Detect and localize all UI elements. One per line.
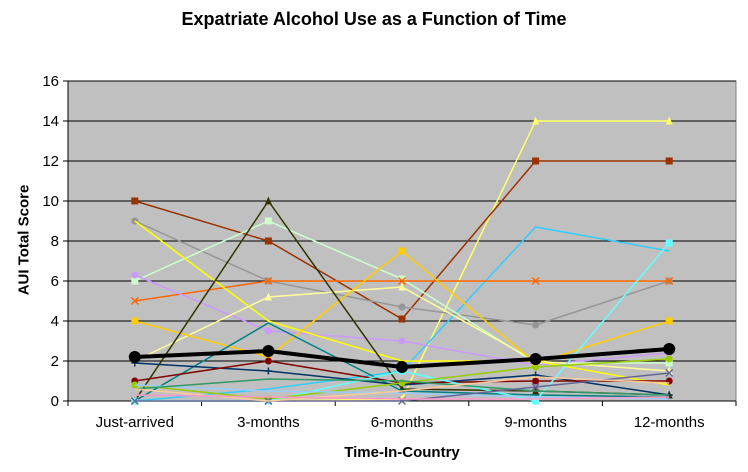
x-tick-label: Just-arrived [96, 414, 174, 431]
chart-title: Expatriate Alcohol Use as a Function of … [181, 9, 567, 29]
series-point [131, 317, 139, 325]
series-point [531, 382, 540, 392]
x-axis-label: Time-In-Country [344, 444, 460, 461]
y-tick-label: 10 [42, 193, 59, 210]
series-point [398, 303, 406, 311]
series-point [397, 276, 407, 286]
series-point [130, 296, 139, 306]
series-point [264, 196, 272, 205]
series-point [665, 368, 674, 378]
series-point [264, 357, 272, 365]
series-point [398, 282, 406, 291]
series-point [128, 351, 141, 363]
x-tick-label: 12-months [634, 414, 705, 431]
y-tick-label: 0 [51, 393, 59, 410]
series-point [398, 275, 406, 283]
series-point [398, 315, 406, 323]
x-tick-label: 6-months [371, 414, 434, 431]
x-tick-label: 3-months [237, 414, 300, 431]
y-axis-label: AUI Total Score [15, 184, 33, 296]
series-point [262, 345, 275, 357]
y-tick-label: 8 [51, 233, 59, 250]
series-point [131, 277, 139, 285]
series-point [396, 361, 408, 373]
series-point [532, 321, 540, 329]
series-point [131, 271, 139, 279]
series-point [529, 353, 542, 365]
series-point [131, 197, 139, 205]
series-point [264, 367, 272, 375]
y-tick-label: 14 [42, 113, 59, 130]
series-point [665, 116, 673, 125]
series-point [532, 157, 540, 165]
series-point [532, 363, 540, 371]
y-tick-label: 12 [42, 153, 59, 170]
series-line [134, 378, 670, 396]
y-tick-label: 4 [51, 313, 59, 330]
series-point [665, 359, 673, 367]
series-point [665, 157, 673, 165]
series-point [398, 337, 406, 345]
y-tick-label: 16 [42, 73, 59, 90]
series-point [532, 397, 540, 405]
series-line [134, 394, 670, 400]
series-point [398, 247, 406, 255]
series-point [532, 116, 540, 125]
y-tick-label: 2 [51, 353, 59, 370]
series-point [130, 396, 139, 406]
series-point [532, 377, 540, 385]
series-point [665, 317, 673, 325]
series-point [665, 276, 674, 286]
series-point [663, 343, 676, 355]
series-point [264, 292, 272, 301]
series-point [264, 237, 272, 245]
series-point [264, 327, 272, 335]
series-point [531, 276, 540, 286]
series-point [665, 355, 673, 363]
series-point [264, 217, 272, 225]
x-tick-label: 9-months [504, 414, 567, 431]
series-point [264, 276, 273, 286]
y-tick-label: 6 [51, 273, 59, 290]
series-point [665, 239, 673, 247]
